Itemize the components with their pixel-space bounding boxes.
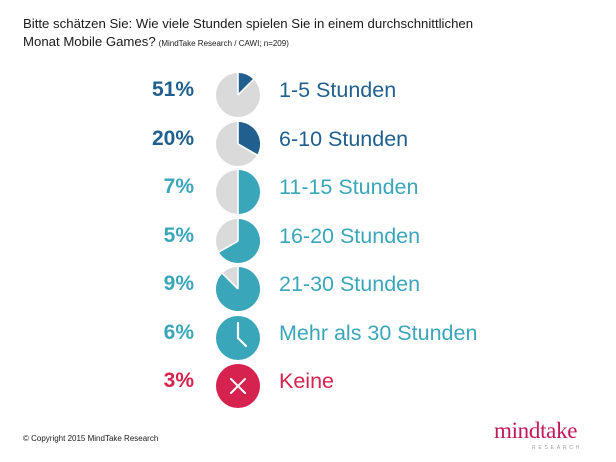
value-label: 5%	[163, 223, 194, 247]
row-21-30-stunden: 9% 21-30 Stunden	[0, 266, 616, 314]
row-mehr-als-30-stunden: 6% Mehr als 30 Stunden	[0, 315, 616, 363]
clock-wedge	[218, 218, 260, 263]
clock-wedge	[238, 170, 260, 214]
clock-icon	[216, 73, 260, 117]
category-label: Keine	[279, 369, 334, 393]
row-16-20-stunden: 5% 16-20 Stunden	[0, 218, 616, 266]
clock-wedge	[238, 73, 254, 95]
mindtake-logo: mindtake RESEARCH	[494, 418, 594, 454]
title-note: (MindTake Research / CAWI; n=209)	[158, 39, 289, 48]
value-label: 9%	[163, 272, 194, 295]
cross-stroke	[230, 378, 246, 394]
category-label: 16-20 Stunden	[279, 223, 421, 248]
category-label: 11-15 Stunden	[279, 175, 419, 199]
title-line-1: Bitte schätzen Sie: Wie viele Stunden sp…	[23, 16, 474, 31]
chart-title: Bitte schätzen Sie: Wie viele Stunden sp…	[23, 15, 603, 53]
row-keine: 3% Keine	[0, 363, 616, 411]
category-label: 6-10 Stunden	[279, 126, 409, 151]
row-11-15-stunden: 7% 11-15 Stunden	[0, 169, 616, 217]
clock-icon	[216, 170, 260, 214]
row-1-5-stunden: 51% 1-5 Stunden	[0, 72, 616, 120]
category-label: 21-30 Stunden	[279, 272, 421, 296]
clock-hand	[236, 336, 248, 347]
value-label: 51%	[151, 78, 194, 101]
title-line-2-text: Monat Mobile Games?	[23, 34, 156, 49]
row-6-10-stunden: 20% 6-10 Stunden	[0, 121, 616, 169]
clock-hand	[237, 78, 255, 96]
category-label: Mehr als 30 Stunden	[279, 320, 478, 345]
clock-icon	[216, 218, 260, 263]
value-label: 6%	[163, 320, 194, 344]
clock-hand	[221, 272, 239, 290]
clock-icon	[215, 267, 260, 311]
cross-icon	[216, 364, 260, 408]
clock-icon	[216, 315, 260, 360]
logo-wordmark: mindtake	[494, 418, 578, 443]
value-label: 3%	[163, 369, 194, 392]
value-label: 20%	[151, 126, 194, 150]
copyright: © Copyright 2015 MindTake Research	[23, 434, 159, 443]
logo-subtext: RESEARCH	[532, 445, 583, 451]
value-label: 7%	[163, 175, 194, 198]
clock-icon	[216, 121, 261, 166]
category-label: 1-5 Stunden	[279, 78, 397, 102]
clock-hand	[218, 239, 239, 253]
title-line-2: Monat Mobile Games? (MindTake Research / …	[23, 33, 603, 53]
clock-hand	[237, 142, 258, 156]
